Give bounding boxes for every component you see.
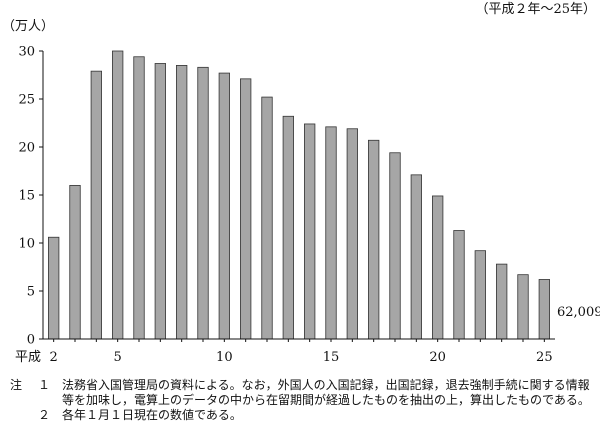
bar [48,236,60,340]
bar [218,72,230,340]
x-tick-label: 2 [50,350,58,365]
x-tick-label: 25 [536,350,553,365]
y-tick-label: 20 [18,141,35,156]
y-tick-label: 25 [18,93,35,108]
bar [389,152,401,340]
y-tick-label: 5 [27,285,35,300]
note-text: 法務省入国管理局の資料による。なお，外国人の入国記録，出国記録，退去強制手続に関… [62,378,590,407]
note-number: １ [38,378,51,392]
x-tick-label: 15 [323,350,340,365]
x-tick-label: 10 [216,350,233,365]
bar [410,174,422,340]
bar [304,123,316,340]
bar [346,128,358,340]
bar [240,78,252,340]
x-tick-label: 5 [114,350,122,365]
bar [112,50,124,340]
bar [368,139,380,340]
y-tick-label: 30 [18,45,35,60]
bar [453,230,465,340]
bar [176,65,188,340]
bar [496,263,508,340]
bar [154,63,166,340]
note-item: 注 １ 法務省入国管理局の資料による。なお，外国人の入国記録，出国記録，退去強制… [10,378,595,408]
bars-group [48,50,550,340]
y-unit-label: （万人） [2,19,54,34]
bar [90,70,102,340]
bar [69,184,81,340]
bar [474,250,486,340]
bar [197,66,209,340]
note-text: 各年１月１日現在の数値である。 [62,408,242,422]
last-value-label: 62,009 [557,305,600,320]
bar [282,115,294,340]
notes-section: 注 １ 法務省入国管理局の資料による。なお，外国人の入国記録，出国記録，退去強制… [10,378,595,423]
bar [133,56,145,340]
y-tick-label: 0 [27,333,35,348]
note-number: ２ [38,408,51,422]
period-label: （平成２年～25年） [475,2,596,17]
chart-area: （平成２年～25年） （万人） 平成 62,009 0 5 10 15 20 25 30 2 5… [2,2,600,365]
y-tick-label: 15 [18,189,35,204]
y-tick-label: 10 [18,237,35,252]
era-prefix-label: 平成 [15,350,41,365]
bar [517,274,529,340]
note-item: ２ 各年１月１日現在の数値である。 [10,408,595,423]
bar [261,96,273,340]
bar [325,126,337,340]
bar [432,195,444,340]
x-tick-label: 20 [429,350,446,365]
bar [538,279,550,340]
note-lead: 注 [10,378,23,392]
